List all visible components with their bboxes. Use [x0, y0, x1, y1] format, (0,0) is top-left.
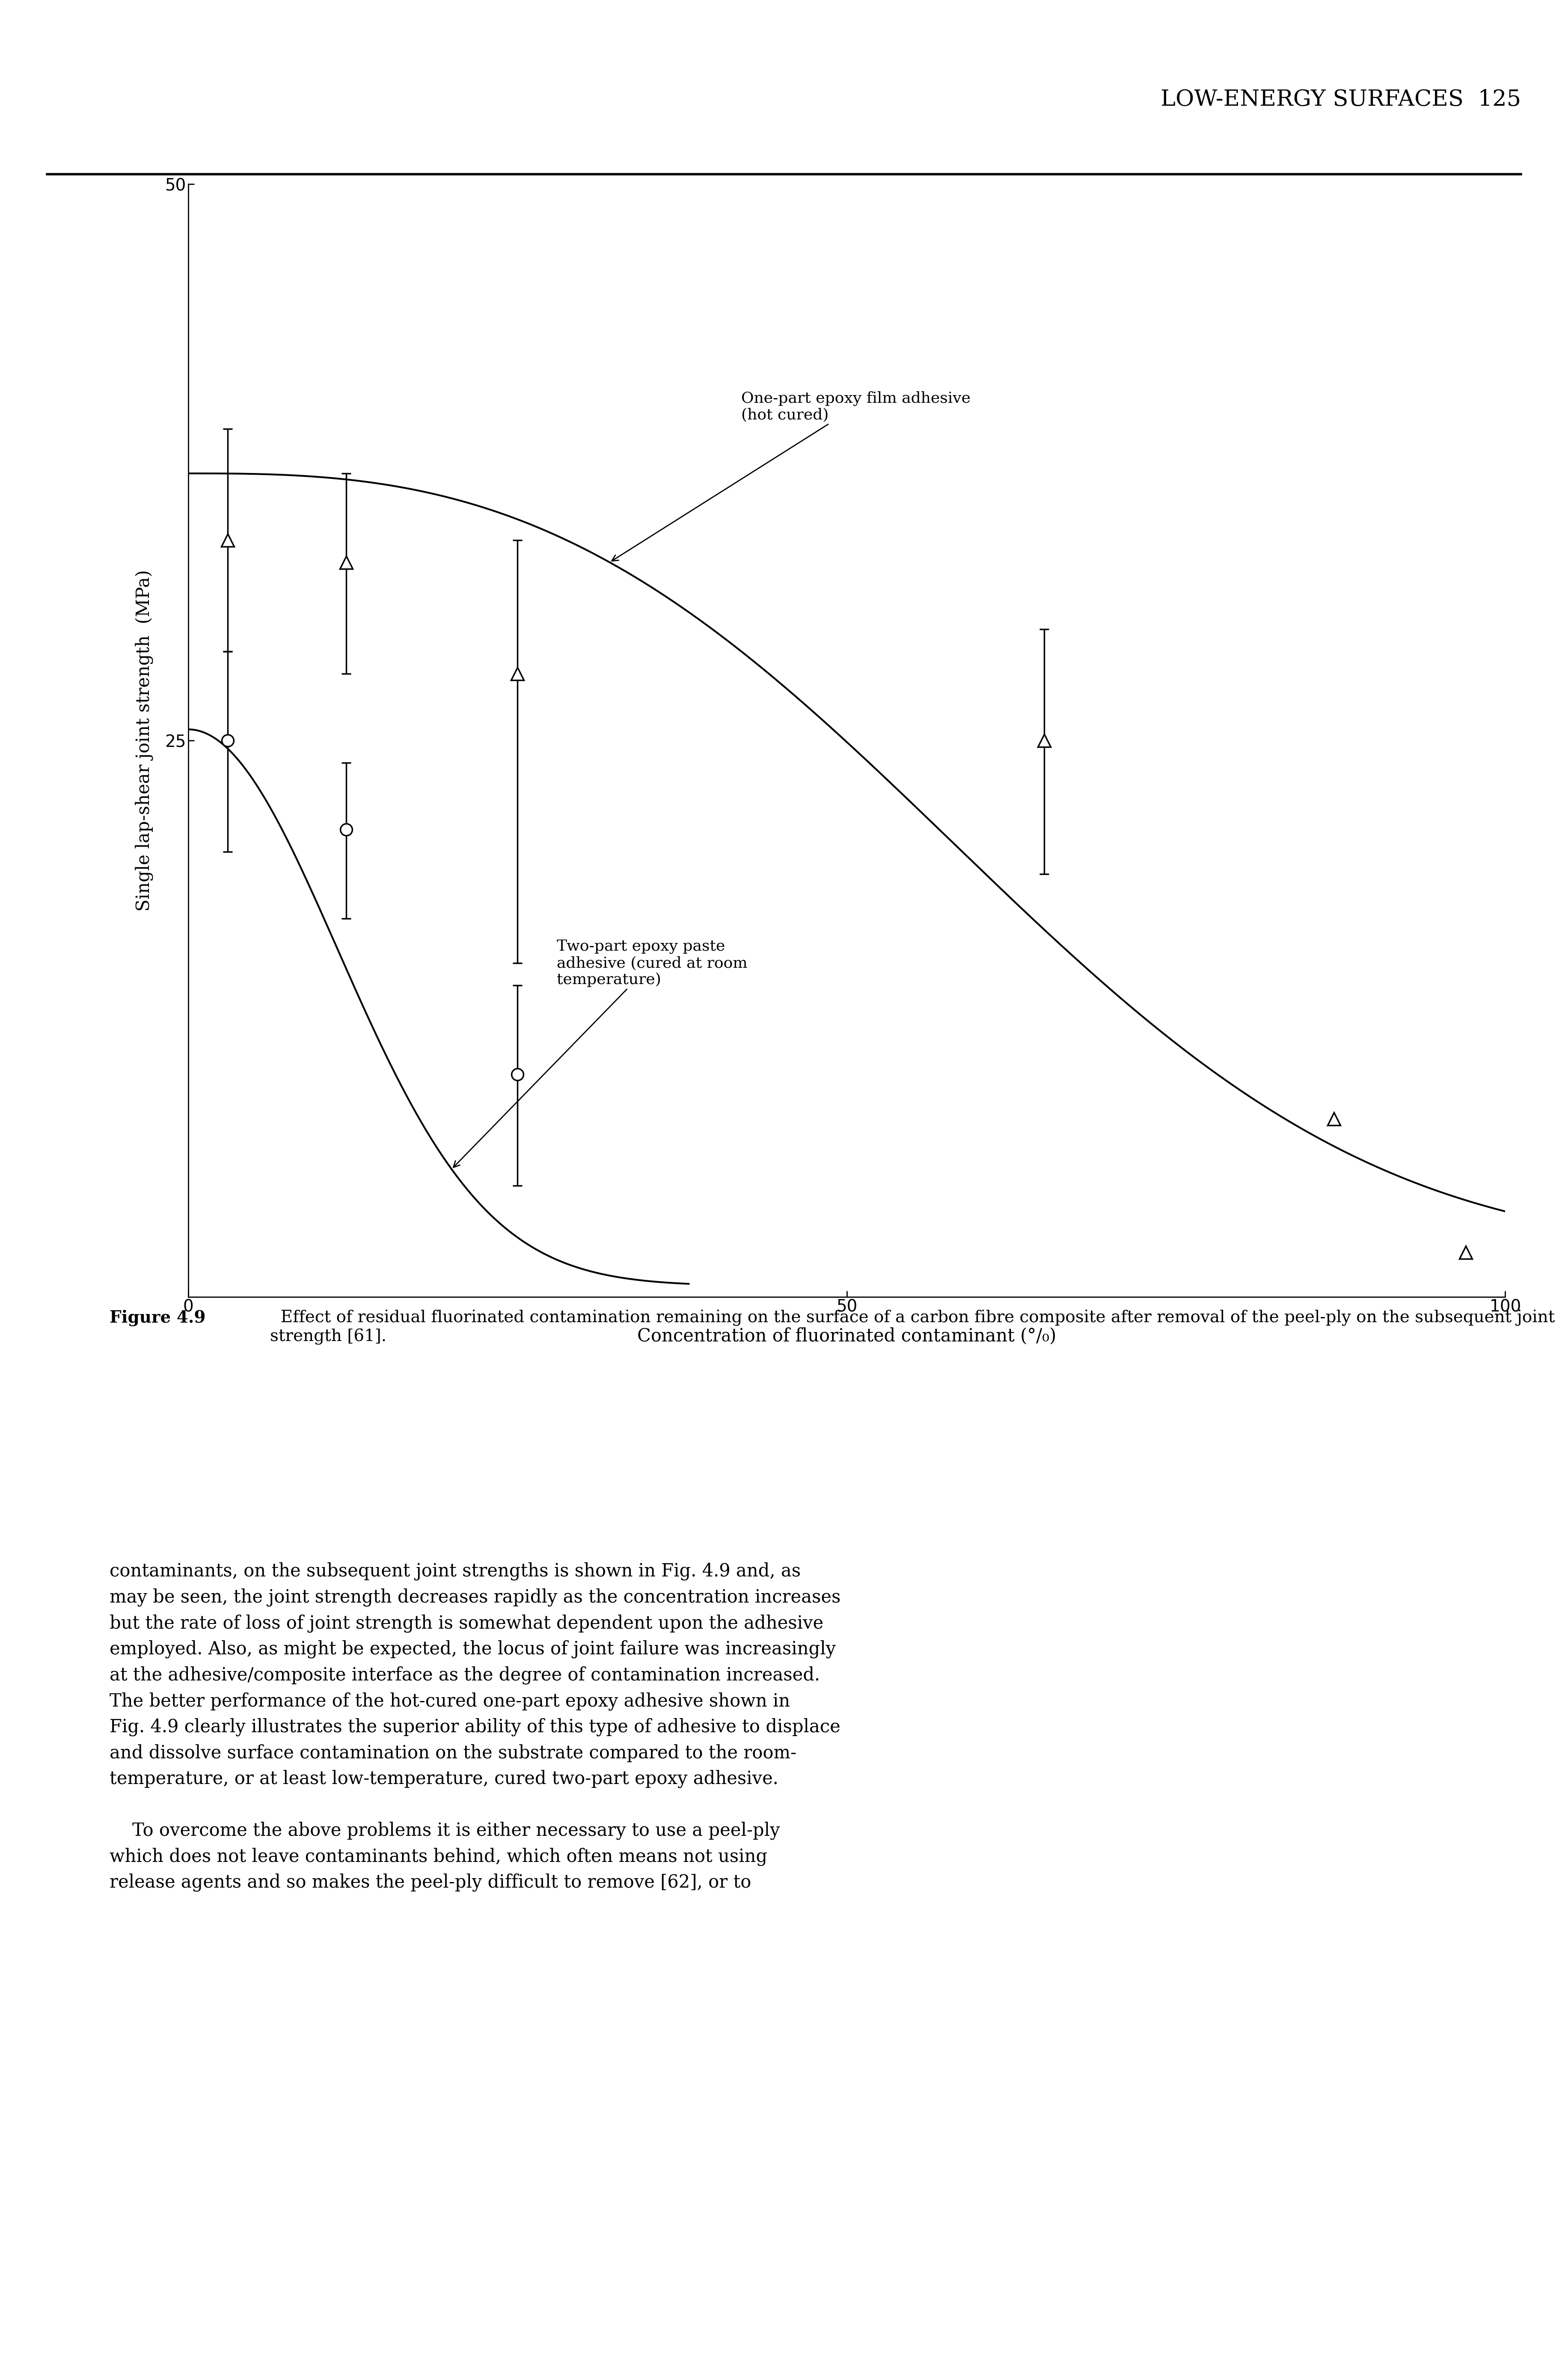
Text: LOW-ENERGY SURFACES  125: LOW-ENERGY SURFACES 125 — [1160, 88, 1521, 109]
X-axis label: Concentration of fluorinated contaminant (°/₀): Concentration of fluorinated contaminant… — [637, 1328, 1057, 1345]
Text: Effect of residual fluorinated contamination remaining on the surface of a carbo: Effect of residual fluorinated contamina… — [270, 1309, 1555, 1345]
Text: Figure 4.9: Figure 4.9 — [110, 1309, 205, 1326]
Text: contaminants, on the subsequent joint strengths is shown in Fig. 4.9 and, as
may: contaminants, on the subsequent joint st… — [110, 1563, 840, 1891]
Text: Two-part epoxy paste
adhesive (cured at room
temperature): Two-part epoxy paste adhesive (cured at … — [453, 939, 748, 1167]
Y-axis label: Single lap-shear joint strength  (MPa): Single lap-shear joint strength (MPa) — [135, 570, 154, 912]
Text: One-part epoxy film adhesive
(hot cured): One-part epoxy film adhesive (hot cured) — [612, 390, 971, 561]
